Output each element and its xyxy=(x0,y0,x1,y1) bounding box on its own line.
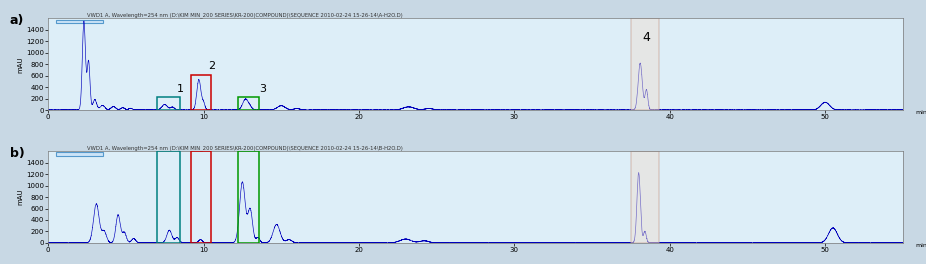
Bar xyxy=(156,151,181,243)
Bar xyxy=(238,151,259,243)
Bar xyxy=(238,97,259,110)
Text: min: min xyxy=(915,110,926,115)
Y-axis label: mAU: mAU xyxy=(18,56,23,73)
Text: min: min xyxy=(915,243,926,248)
Text: VWD1 A, Wavelength=254 nm (D:\KIM MIN_200 SERIES\KR-200(COMPOUND)\SEQUENCE 2010-: VWD1 A, Wavelength=254 nm (D:\KIM MIN_20… xyxy=(87,145,403,151)
Y-axis label: mAU: mAU xyxy=(18,189,23,205)
Text: VWD1 A, Wavelength=254 nm (D:\KIM MIN_200 SERIES\KR-200(COMPOUND)\SEQUENCE 2010-: VWD1 A, Wavelength=254 nm (D:\KIM MIN_20… xyxy=(87,12,403,18)
Text: 3: 3 xyxy=(259,84,266,94)
Text: 4: 4 xyxy=(643,31,650,44)
Bar xyxy=(191,151,211,243)
Bar xyxy=(631,18,659,110)
Bar xyxy=(631,151,659,243)
Bar xyxy=(56,152,103,156)
Text: 1: 1 xyxy=(177,84,183,94)
Bar xyxy=(156,97,181,110)
Text: b): b) xyxy=(9,147,24,160)
Text: 2: 2 xyxy=(207,61,215,71)
Bar xyxy=(191,74,211,110)
Bar xyxy=(56,20,103,23)
Text: a): a) xyxy=(9,14,24,27)
